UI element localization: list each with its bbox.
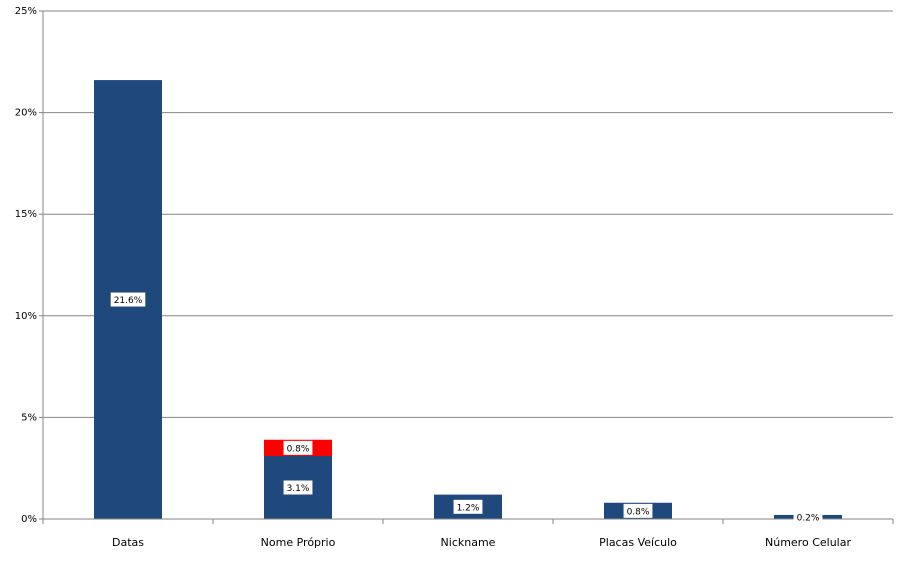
data-label-box — [623, 503, 653, 518]
data-label: 3.1% — [283, 480, 313, 495]
y-tick-label: 5% — [21, 412, 37, 423]
y-tick-label: 25% — [15, 6, 37, 17]
data-label: 21.6% — [110, 292, 146, 307]
data-label-text: 21.6% — [114, 296, 143, 306]
y-tick-label: 10% — [15, 311, 37, 322]
data-label-box — [283, 440, 313, 455]
data-label: 1.2% — [453, 499, 483, 514]
data-label-box — [110, 292, 146, 307]
y-tick-label: 0% — [21, 514, 37, 525]
data-label-box — [283, 480, 313, 495]
data-label-text: 0.8% — [287, 444, 310, 454]
data-label: 0.8% — [623, 503, 653, 518]
y-tick-label: 15% — [15, 209, 37, 220]
data-label-box — [793, 509, 823, 524]
x-tick-label: Placas Veículo — [599, 536, 677, 549]
data-label: 0.2% — [793, 509, 823, 524]
data-label-text: 0.8% — [627, 507, 650, 517]
x-tick-label: Nickname — [441, 536, 496, 549]
x-tick-label: Número Celular — [765, 536, 851, 549]
data-label-text: 1.2% — [457, 503, 480, 513]
y-tick-label: 20% — [15, 108, 37, 119]
x-tick-label: Datas — [112, 536, 144, 549]
x-tick-label: Nome Próprio — [261, 536, 336, 549]
data-label: 0.8% — [283, 440, 313, 455]
data-label-text: 0.2% — [797, 513, 820, 523]
data-label-box — [453, 499, 483, 514]
data-label-text: 3.1% — [287, 484, 310, 494]
